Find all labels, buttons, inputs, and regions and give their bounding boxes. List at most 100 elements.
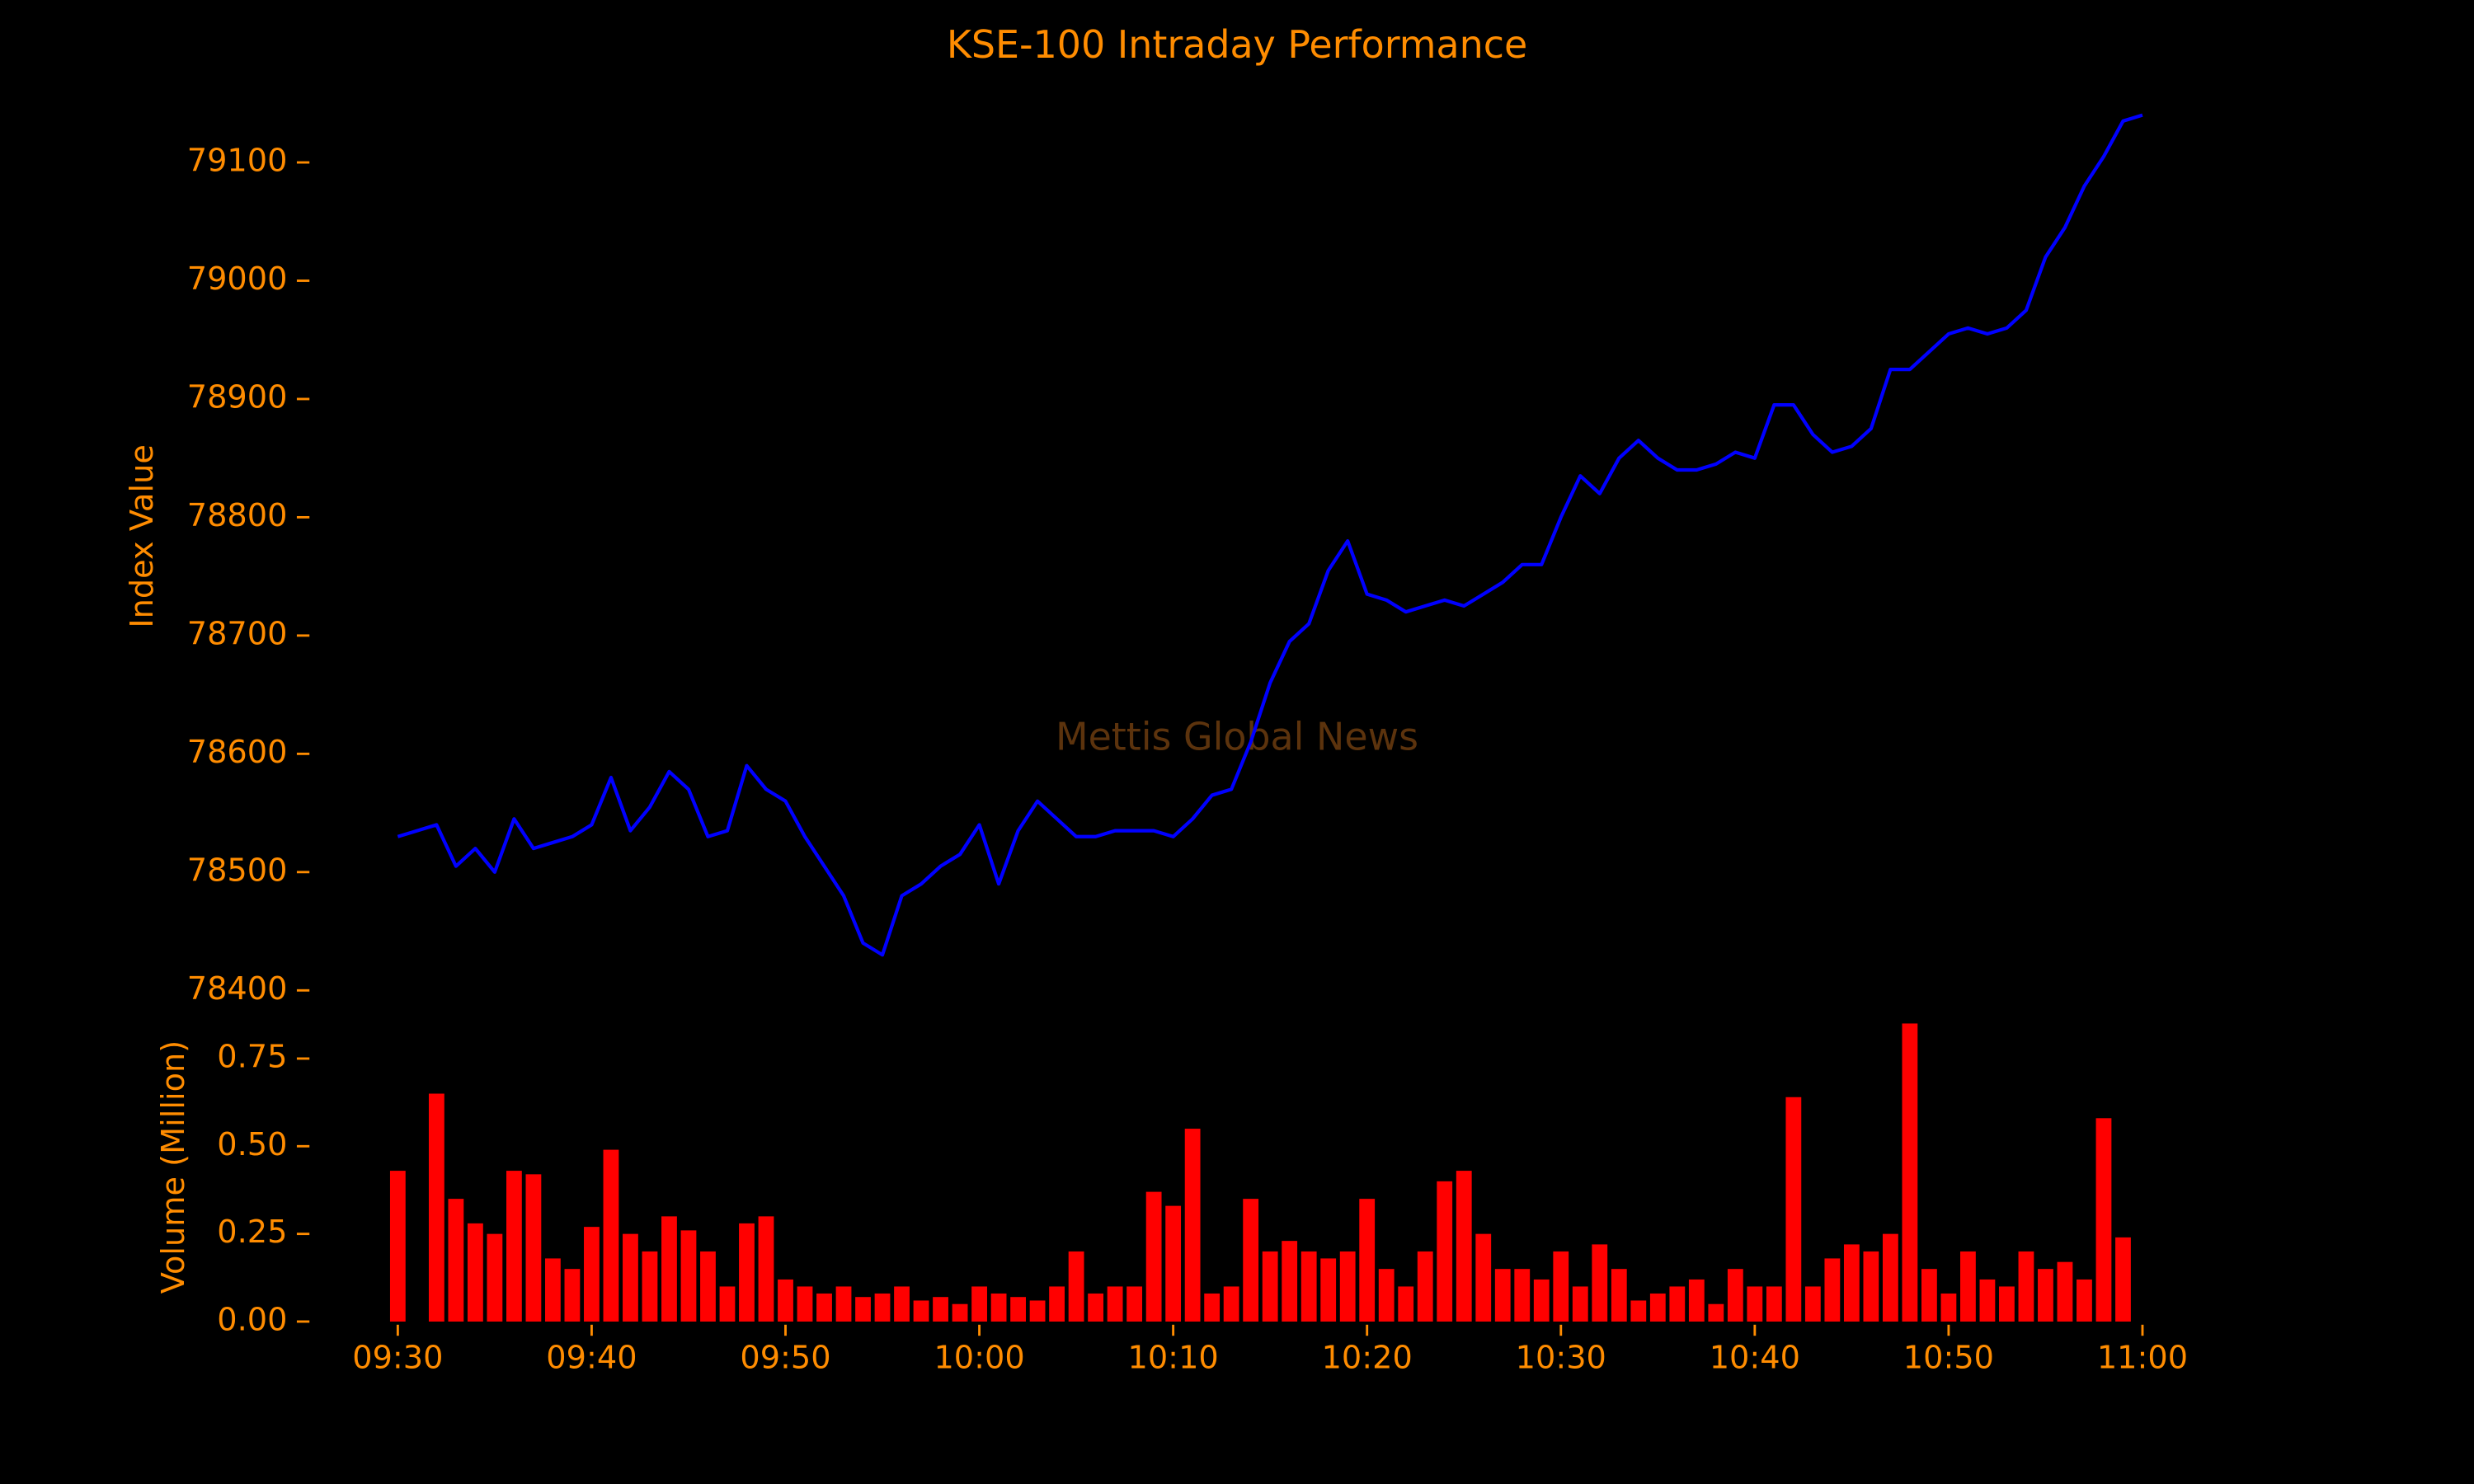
volume-bar xyxy=(1088,1293,1104,1322)
volume-bar xyxy=(525,1174,542,1322)
volume-bar xyxy=(1068,1251,1084,1322)
volume-bar xyxy=(758,1216,774,1322)
volume-bar xyxy=(1708,1303,1724,1322)
volume-bar xyxy=(1494,1269,1511,1322)
volume-bar xyxy=(1902,1023,1918,1322)
volume-bar xyxy=(506,1171,522,1322)
y-tick-label: 78400 xyxy=(187,970,288,1007)
y-axis-title: Volume (Million) xyxy=(155,1040,192,1294)
x-tick-label: 10:10 xyxy=(1128,1339,1219,1376)
volume-bar xyxy=(816,1293,832,1322)
volume-bar xyxy=(719,1286,736,1322)
volume-bar xyxy=(564,1269,581,1322)
volume-bar xyxy=(1300,1251,1317,1322)
volume-bar xyxy=(1107,1286,1123,1322)
y-axis-title: Index Value xyxy=(124,444,161,628)
volume-bar xyxy=(1960,1251,1976,1322)
volume-bar xyxy=(1669,1286,1686,1322)
volume-bar xyxy=(1282,1241,1298,1322)
volume-bar xyxy=(487,1233,503,1322)
volume-bar xyxy=(778,1279,793,1322)
volume-bar xyxy=(1165,1205,1182,1322)
volume-bar xyxy=(1747,1286,1763,1322)
y-tick-label: 0.75 xyxy=(217,1038,287,1075)
volume-bar xyxy=(835,1286,852,1322)
volume-bar xyxy=(2057,1261,2073,1322)
volume-bar xyxy=(1417,1251,1433,1322)
volume-bar xyxy=(680,1230,697,1322)
chart-title: KSE-100 Intraday Performance xyxy=(947,22,1527,67)
y-tick-label: 0.00 xyxy=(217,1301,287,1338)
volume-bar xyxy=(2038,1269,2053,1322)
volume-bar xyxy=(2018,1251,2034,1322)
volume-bar xyxy=(1029,1300,1046,1322)
x-tick-label: 09:30 xyxy=(352,1339,443,1376)
y-tick-label: 79000 xyxy=(187,261,288,298)
y-tick-label: 0.25 xyxy=(217,1214,287,1251)
volume-bar xyxy=(1262,1251,1278,1322)
volume-bar xyxy=(1223,1286,1239,1322)
volume-bar xyxy=(584,1227,600,1322)
volume-bar xyxy=(1688,1279,1705,1322)
y-tick-label: 0.50 xyxy=(217,1126,287,1163)
volume-bar xyxy=(1766,1286,1782,1322)
y-tick-label: 79100 xyxy=(187,143,288,180)
volume-bar xyxy=(1649,1293,1666,1322)
volume-bar xyxy=(1630,1300,1647,1322)
volume-bar xyxy=(603,1149,619,1322)
y-tick-label: 78500 xyxy=(187,852,288,889)
volume-bar xyxy=(913,1300,929,1322)
volume-bar xyxy=(2095,1118,2112,1322)
volume-bar xyxy=(1359,1199,1376,1322)
volume-bar xyxy=(1049,1286,1065,1322)
volume-bar xyxy=(1940,1293,1957,1322)
volume-bar xyxy=(1999,1286,2015,1322)
volume-bar xyxy=(1882,1233,1898,1322)
watermark: Mettis Global News xyxy=(1056,715,1418,759)
volume-bar xyxy=(623,1233,638,1322)
volume-bar xyxy=(661,1216,677,1322)
volume-bar xyxy=(1204,1293,1221,1322)
volume-bar xyxy=(448,1199,464,1322)
volume-bar xyxy=(1611,1269,1627,1322)
volume-bar xyxy=(1592,1244,1608,1322)
volume-bar xyxy=(1339,1251,1356,1322)
volume-bar xyxy=(1514,1269,1531,1322)
volume-bar xyxy=(1437,1181,1453,1322)
volume-bar xyxy=(1804,1286,1821,1322)
volume-bar xyxy=(1145,1191,1162,1322)
volume-bar xyxy=(1398,1286,1414,1322)
volume-bar xyxy=(855,1297,871,1322)
volume-bar xyxy=(971,1286,987,1322)
volume-bar xyxy=(1921,1269,1937,1322)
x-tick-label: 10:00 xyxy=(934,1339,1024,1376)
volume-bar xyxy=(642,1251,658,1322)
volume-bar xyxy=(1010,1297,1026,1322)
volume-bar xyxy=(797,1286,813,1322)
x-tick-label: 10:50 xyxy=(1903,1339,1994,1376)
volume-bar xyxy=(1126,1286,1143,1322)
x-tick-label: 10:30 xyxy=(1516,1339,1606,1376)
volume-bar xyxy=(2077,1279,2092,1322)
y-tick-label: 78800 xyxy=(187,497,288,534)
volume-bar xyxy=(1863,1251,1879,1322)
volume-bar xyxy=(700,1251,716,1322)
volume-bar xyxy=(389,1171,406,1322)
volume-bar xyxy=(1475,1233,1492,1322)
volume-bar xyxy=(1320,1258,1337,1322)
y-tick-label: 78900 xyxy=(187,378,288,416)
volume-bar xyxy=(1572,1286,1588,1322)
volume-bar xyxy=(428,1093,444,1322)
volume-bar xyxy=(1378,1269,1395,1322)
volume-bar xyxy=(952,1303,968,1322)
volume-bar xyxy=(1533,1279,1550,1322)
x-tick-label: 11:00 xyxy=(2097,1339,2188,1376)
x-tick-label: 10:20 xyxy=(1322,1339,1413,1376)
volume-bar xyxy=(545,1258,561,1322)
volume-bar xyxy=(1824,1258,1841,1322)
volume-bar xyxy=(2115,1237,2131,1322)
volume-bar xyxy=(1979,1279,1996,1322)
